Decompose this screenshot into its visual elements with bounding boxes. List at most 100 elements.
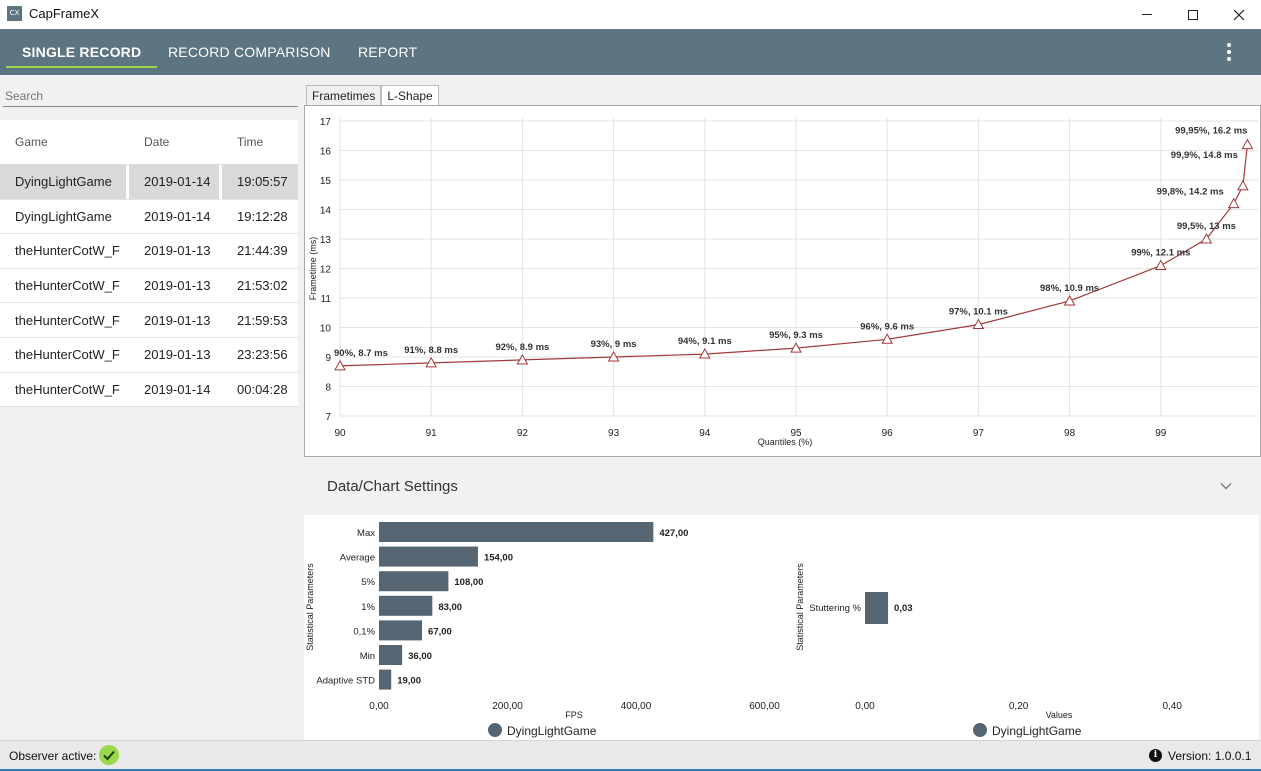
chevron-down-icon[interactable]: [1220, 480, 1232, 492]
data-label: 93%, 9 ms: [591, 339, 637, 350]
app-logo-icon: CX: [7, 6, 22, 21]
y-tick-label: 13: [320, 235, 332, 246]
table-row[interactable]: theHunterCotW_F 2019-01-13 21:53:02: [0, 268, 298, 304]
x-tick-label: 93: [608, 428, 620, 439]
cell-game: DyingLightGame: [0, 165, 126, 199]
minimize-button[interactable]: [1124, 0, 1170, 29]
version-text: Version: 1.0.0.1: [1168, 749, 1251, 763]
title-bar: CX CapFrameX: [0, 0, 1261, 29]
close-button[interactable]: [1216, 0, 1261, 29]
legend-label: DyingLightGame: [507, 724, 597, 738]
value-label: 67,00: [428, 626, 452, 637]
maximize-button[interactable]: [1170, 0, 1216, 29]
column-header-date[interactable]: Date: [144, 135, 170, 149]
category-label: Adaptive STD: [316, 676, 375, 687]
bar: [379, 669, 392, 690]
table-row[interactable]: theHunterCotW_F 2019-01-13 21:59:53: [0, 303, 298, 338]
window-bottom-border: [0, 769, 1261, 771]
cell-game: theHunterCotW_F: [15, 347, 120, 363]
settings-label: Data/Chart Settings: [327, 478, 458, 495]
l-shape-chart: 7 8 9 10 11 12 13 14 15 16 17 90 91 92 93 94 95 96 97 98 99 Q…: [304, 105, 1261, 457]
data-label: 92%, 8.9 ms: [495, 342, 549, 353]
table-row[interactable]: DyingLightGame 2019-01-14 19:12:28: [0, 199, 298, 235]
cell-time: 21:59:53: [237, 312, 288, 328]
minimize-icon: [1142, 14, 1152, 15]
cell-game: theHunterCotW_F: [15, 381, 120, 397]
cell-date: 2019-01-13: [144, 278, 211, 294]
bar: [379, 546, 478, 567]
main-nav: SINGLE RECORD RECORD COMPARISON REPORT: [0, 29, 1261, 75]
data-label: 99,95%, 16.2 ms: [1175, 126, 1247, 137]
info-icon[interactable]: i: [1149, 749, 1162, 762]
tab-single-record[interactable]: SINGLE RECORD: [5, 29, 158, 75]
category-label: Stuttering %: [809, 603, 861, 614]
cell-time: 19:05:57: [222, 165, 298, 199]
cell-date: 2019-01-13: [144, 243, 211, 259]
x-tick-label: 90: [334, 428, 346, 439]
data-point-marker: [334, 359, 346, 371]
x-tick-label: 0,40: [1162, 701, 1182, 712]
y-axis-title: Statistical Parameters: [795, 563, 805, 651]
x-tick-label: 94: [699, 428, 711, 439]
y-tick-label: 17: [320, 117, 332, 128]
bar: [379, 595, 433, 616]
tab-report[interactable]: REPORT: [358, 44, 418, 60]
data-point-marker: [972, 318, 985, 330]
checkmark-icon: [99, 745, 119, 765]
table-header: Game Date Time: [0, 120, 298, 165]
chart-tabs: Frametimes L-Shape: [306, 85, 439, 107]
x-tick-label: 97: [973, 428, 985, 439]
bar: [865, 592, 889, 624]
table-row[interactable]: DyingLightGame 2019-01-14 19:05:57: [0, 165, 298, 200]
column-header-time[interactable]: Time: [237, 135, 264, 149]
tab-record-comparison[interactable]: RECORD COMPARISON: [168, 44, 331, 60]
table-row[interactable]: theHunterCotW_F 2019-01-13 23:23:56: [0, 337, 298, 373]
version-label: Version:: [1168, 749, 1212, 763]
x-tick-label: 400,00: [621, 701, 652, 712]
cell-time: 00:04:28: [237, 381, 288, 397]
data-label: 99,9%, 14.8 ms: [1171, 150, 1238, 161]
x-tick-label: 0,00: [369, 701, 389, 712]
category-label: Max: [357, 528, 375, 539]
statistics-charts: 0,00 200,00 400,00 600,00 Max 427,00 Average 15…: [304, 515, 1259, 740]
x-tick-label: 98: [1064, 428, 1076, 439]
data-label: 97%, 10.1 ms: [949, 307, 1008, 318]
x-tick-label: 99: [1155, 428, 1167, 439]
data-label: 96%, 9.6 ms: [860, 321, 914, 332]
observer-status-label: Observer active:: [9, 749, 97, 763]
cell-time: 21:44:39: [237, 243, 288, 259]
series-line: [339, 144, 1248, 367]
cell-time: 23:23:56: [237, 347, 288, 363]
record-table: Game Date Time DyingLightGame 2019-01-14…: [0, 120, 298, 408]
tab-frametimes[interactable]: Frametimes: [306, 85, 382, 106]
y-tick-label: 12: [320, 265, 332, 276]
column-header-game[interactable]: Game: [15, 135, 48, 149]
data-point-marker: [516, 353, 529, 365]
statistics-chart-svg: 0,00 200,00 400,00 600,00 Max 427,00 Average 15…: [305, 522, 1182, 738]
status-bar: Observer active: i Version: 1.0.0.1: [0, 740, 1261, 771]
category-label: Average: [340, 553, 375, 564]
x-tick-label: 200,00: [492, 701, 523, 712]
cell-date: 2019-01-14: [129, 165, 219, 199]
cell-game: theHunterCotW_F: [15, 312, 120, 328]
data-label: 94%, 9.1 ms: [678, 336, 732, 347]
tab-l-shape[interactable]: L-Shape: [381, 85, 439, 107]
data-point-marker: [1063, 294, 1076, 306]
value-label: 36,00: [408, 651, 432, 662]
data-point-marker: [1200, 232, 1213, 244]
kebab-menu-icon[interactable]: [1222, 43, 1236, 61]
x-tick-label: 96: [882, 428, 894, 439]
cell-date: 2019-01-14: [144, 208, 211, 224]
y-tick-label: 7: [325, 412, 331, 423]
y-tick-label: 15: [320, 176, 332, 187]
table-row[interactable]: theHunterCotW_F 2019-01-14 00:04:28: [0, 372, 298, 408]
table-row[interactable]: theHunterCotW_F 2019-01-13 21:44:39: [0, 234, 298, 269]
data-label: 99,8%, 14.2 ms: [1157, 187, 1224, 198]
data-chart-settings-expander[interactable]: Data/Chart Settings: [304, 464, 1259, 510]
bar: [379, 522, 654, 542]
y-tick-label: 16: [320, 147, 332, 158]
maximize-icon: [1188, 9, 1198, 20]
value-label: 19,00: [397, 676, 421, 687]
data-point-marker: [1237, 179, 1249, 191]
search-input[interactable]: [3, 85, 298, 107]
